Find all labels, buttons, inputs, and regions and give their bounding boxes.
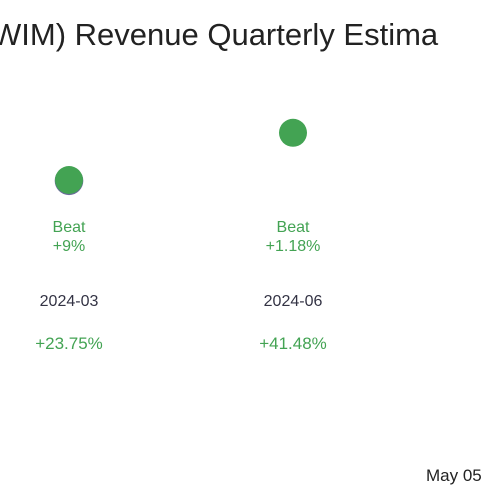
actual-point	[55, 166, 83, 194]
actual-point	[279, 118, 307, 147]
chart-title: WIM) Revenue Quarterly Estima	[0, 17, 439, 52]
footer-date: May 05	[426, 466, 482, 485]
result-label: Beat	[277, 219, 310, 236]
result-label: Beat	[53, 219, 86, 236]
surprise-label: +1.18%	[266, 238, 321, 255]
quarter-tick-label: 2024-06	[264, 293, 323, 310]
quarter-tick-label: 2024-03	[40, 293, 99, 310]
chart-marks	[54, 118, 307, 196]
growth-label: +23.75%	[35, 334, 103, 353]
growth-label: +41.48%	[259, 334, 327, 353]
surprise-label: +9%	[53, 238, 85, 255]
chart-labels: Beat +9% 2024-03 +23.75% Beat +1.18% 2024-06 +4…	[35, 219, 327, 353]
